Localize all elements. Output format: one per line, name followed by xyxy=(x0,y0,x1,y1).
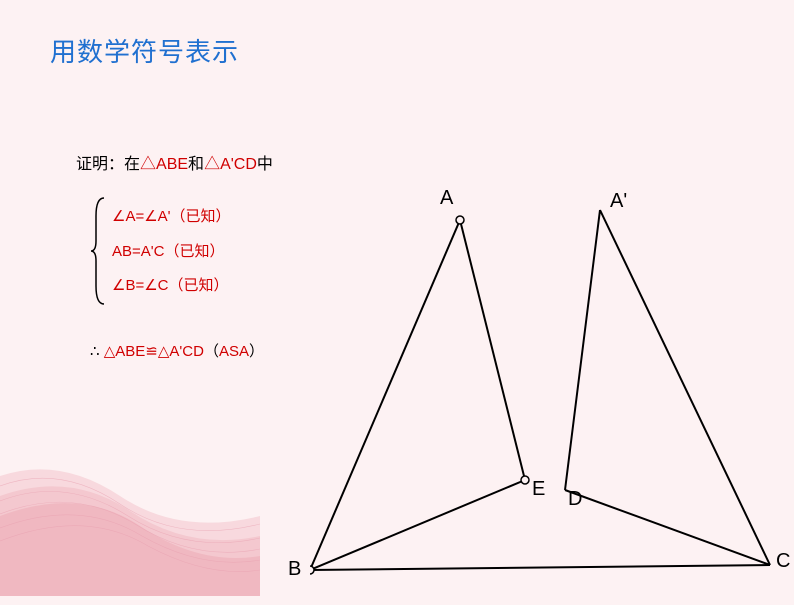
label-a-prime: A' xyxy=(610,190,627,213)
label-a: A xyxy=(440,187,453,210)
proof-conditions: ∠A=∠A'（已知） AB=A'C（已知） ∠B=∠C（已知） xyxy=(112,200,231,304)
label-b: B xyxy=(288,558,301,581)
label-c: C xyxy=(776,550,790,573)
congruent-symbol: ≌ xyxy=(145,343,158,360)
paren-open: （ xyxy=(204,343,219,360)
slide-title: 用数学符号表示 xyxy=(50,32,239,69)
reason-asa: ASA xyxy=(219,343,249,360)
intro-suffix: 中 xyxy=(257,156,273,173)
concl-tri2: △A'CD xyxy=(158,343,204,360)
therefore-symbol: ∴ xyxy=(90,343,100,360)
triangle-abe: △ABE xyxy=(140,156,188,173)
proof-intro: 证明：在△ABE和△A'CD中 xyxy=(76,150,273,174)
triangle-acd: △A'CD xyxy=(204,156,257,173)
decorative-wave xyxy=(0,446,260,596)
concl-tri1: △ABE xyxy=(104,343,146,360)
label-d: D xyxy=(568,488,582,511)
intro-and: 和 xyxy=(188,156,204,173)
paren-close: ） xyxy=(249,343,264,360)
condition-3: ∠B=∠C（已知） xyxy=(112,269,231,304)
proof-conclusion: ∴ △ABE≌△A'CD（ASA） xyxy=(90,340,264,361)
brace-icon xyxy=(90,196,106,306)
label-e: E xyxy=(532,478,545,501)
condition-2: AB=A'C（已知） xyxy=(112,235,231,270)
condition-1: ∠A=∠A'（已知） xyxy=(112,200,231,235)
intro-prefix: 证明：在 xyxy=(76,156,140,173)
geometry-diagram: A A' E D B C xyxy=(310,190,790,605)
triangles-svg xyxy=(310,190,790,600)
